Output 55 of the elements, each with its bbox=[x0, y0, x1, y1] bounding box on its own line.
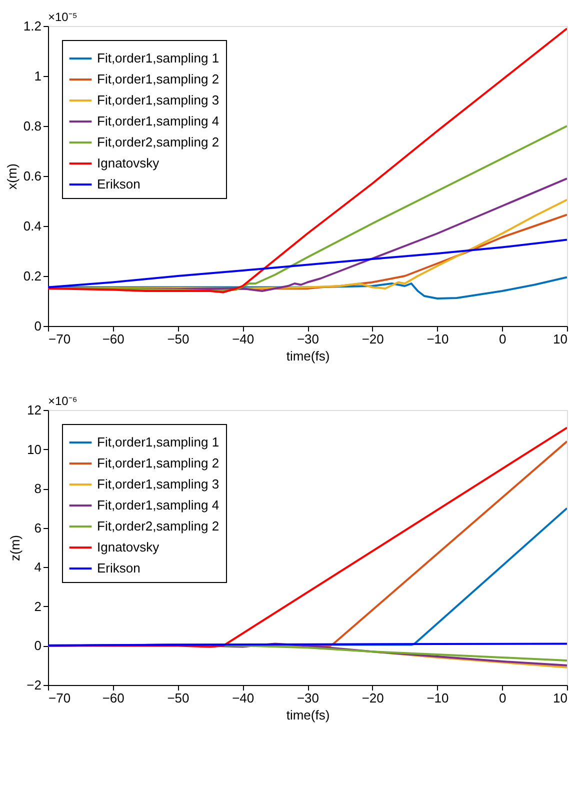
legend-label: Fit,order1,sampling 2 bbox=[97, 456, 220, 470]
y-tick-label: −2 bbox=[26, 678, 42, 692]
y-tick-label: 12 bbox=[27, 402, 42, 418]
x-tick-label: 0 bbox=[499, 332, 506, 346]
x-axis-title: time(fs) bbox=[286, 708, 330, 722]
y-tick-label: 1 bbox=[34, 68, 42, 84]
y-tick-label: 0.4 bbox=[23, 218, 42, 234]
x-axis-title: time(fs) bbox=[286, 348, 330, 364]
y-tick-label: 0.2 bbox=[23, 268, 42, 284]
x-tick-label: −70 bbox=[48, 690, 71, 706]
y-tick-label: 0.8 bbox=[23, 118, 42, 134]
x-tick-label: 10 bbox=[553, 690, 568, 706]
legend-label: Fit,order1,sampling 1 bbox=[97, 50, 220, 66]
y-axis-title: x(m) bbox=[4, 164, 20, 190]
text: ×10⁻⁵ bbox=[48, 10, 78, 24]
x-tick-label: 0 bbox=[499, 690, 506, 706]
legend-label: Fit,order1,sampling 3 bbox=[97, 476, 220, 492]
legend-label: Fit,order1,sampling 4 bbox=[97, 114, 220, 128]
legend-label: Ignatovsky bbox=[97, 156, 160, 170]
x-tick-label: −30 bbox=[296, 690, 320, 706]
x-tick-label: −60 bbox=[102, 690, 124, 706]
legend-label: Fit,order1,sampling 3 bbox=[97, 92, 220, 108]
legend-label: Fit,order2,sampling 2 bbox=[97, 518, 220, 534]
x-tick-label: −40 bbox=[232, 690, 254, 706]
x-tick-label: −30 bbox=[296, 332, 320, 346]
legend-label: Erikson bbox=[97, 560, 140, 576]
x-tick-label: −60 bbox=[102, 332, 124, 346]
x-tick-label: −70 bbox=[48, 332, 71, 346]
y-tick-label: 4 bbox=[34, 560, 42, 575]
y-tick-label: 8 bbox=[34, 481, 42, 496]
text: ×10⁻⁶ bbox=[48, 394, 78, 408]
x-tick-label: −20 bbox=[362, 332, 384, 346]
y-tick-label: 1.2 bbox=[23, 18, 42, 34]
y-tick-label: 0 bbox=[34, 318, 42, 334]
y-tick-label: 2 bbox=[34, 598, 42, 614]
x-tick-label: −20 bbox=[362, 690, 384, 706]
y-tick-label: 6 bbox=[34, 520, 42, 536]
legend-label: Fit,order2,sampling 2 bbox=[97, 134, 220, 150]
x-tick-label: −40 bbox=[232, 332, 254, 346]
y-axis-title: z(m) bbox=[8, 535, 23, 561]
legend-label: Ignatovsky bbox=[97, 540, 160, 554]
legend-label: Fit,order1,sampling 2 bbox=[97, 72, 220, 86]
x-tick-label: −50 bbox=[167, 332, 190, 346]
legend-label: Fit,order1,sampling 4 bbox=[97, 498, 220, 512]
y-tick-label: 0 bbox=[34, 638, 42, 654]
line-series bbox=[48, 28, 567, 294]
x-tick-label: 10 bbox=[553, 332, 568, 346]
line-series bbox=[48, 238, 567, 288]
x-tick-label: −50 bbox=[167, 690, 190, 706]
x-tick-label: −10 bbox=[426, 332, 449, 346]
x-tick-label: −10 bbox=[426, 690, 449, 706]
legend-label: Erikson bbox=[97, 176, 140, 192]
legend-label: Fit,order1,sampling 1 bbox=[97, 434, 220, 450]
y-tick-label: 10 bbox=[27, 442, 42, 457]
y-tick-label: 0.6 bbox=[23, 168, 42, 184]
